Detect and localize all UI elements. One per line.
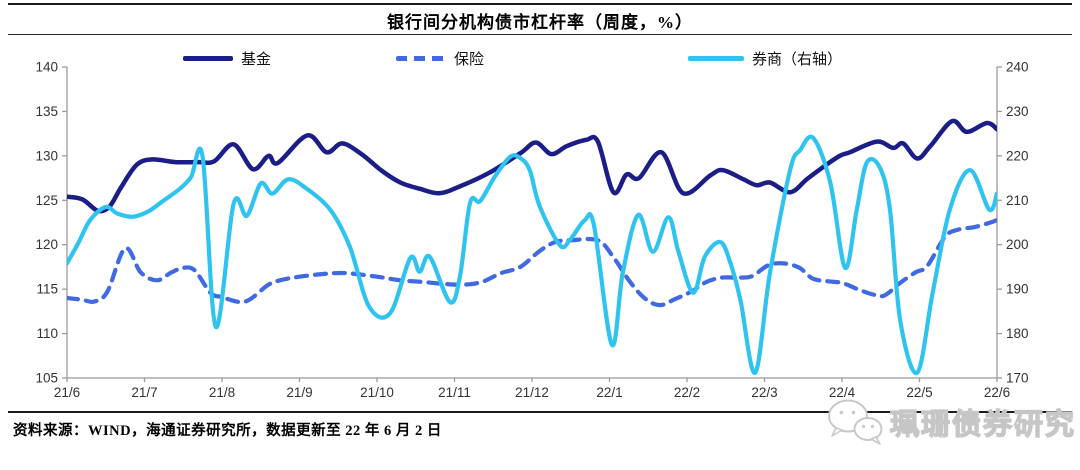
legend-item-insurance: 保险 xyxy=(396,47,484,69)
source-note: 资料来源：WIND，海通证券研究所，数据更新至 22 年 6 月 2 日 xyxy=(13,423,442,439)
legend-label-insurance: 保险 xyxy=(454,51,485,68)
wechat-icon xyxy=(827,399,883,445)
x-tick-label: 21/10 xyxy=(360,385,394,400)
right-axis-labels: 240 230 220 210 200 190 180 170 xyxy=(997,60,1029,386)
bottom-divider xyxy=(8,411,1072,413)
legend-swatch-insurance xyxy=(396,55,446,61)
right-tick-label: 220 xyxy=(1006,148,1029,163)
right-tick-label: 230 xyxy=(1006,104,1029,119)
left-tick-label: 125 xyxy=(35,193,58,208)
legend-label-securities: 券商（右轴） xyxy=(752,51,843,68)
watermark-text: 珮珊债券研究 xyxy=(889,408,1076,441)
x-tick-label: 21/11 xyxy=(438,385,471,400)
right-tick-label: 170 xyxy=(1006,371,1029,386)
right-tick-label: 190 xyxy=(1006,282,1029,297)
x-tick-label: 22/2 xyxy=(674,385,700,400)
x-tick-label: 21/9 xyxy=(286,385,312,400)
left-tick-label: 110 xyxy=(36,326,58,341)
title-divider xyxy=(8,34,1072,35)
watermark: 珮珊债券研究 xyxy=(824,396,1076,448)
series-group xyxy=(67,118,997,376)
right-tick-label: 180 xyxy=(1006,326,1029,341)
chart-title: 银行间分机构债市杠杆率（周度，%） xyxy=(387,13,693,32)
legend-item-securities: 券商（右轴） xyxy=(688,47,842,69)
x-tick-label: 21/12 xyxy=(515,385,549,400)
legend-label-fund: 基金 xyxy=(241,51,272,68)
legend-swatch-fund xyxy=(183,55,233,61)
right-tick-label: 200 xyxy=(1006,237,1029,252)
left-tick-label: 105 xyxy=(35,371,58,386)
x-axis-labels: 21/6 21/7 21/8 21/9 21/10 21/11 21/12 22/1 22/2 2… xyxy=(54,378,1010,400)
right-tick-label: 240 xyxy=(1006,60,1029,75)
right-tick-label: 210 xyxy=(1006,193,1029,208)
chart-legend: 基金 保险 券商（右轴） xyxy=(0,47,1080,69)
left-axis-labels: 140 135 130 125 120 115 110 105 xyxy=(35,60,67,386)
x-tick-label: 21/6 xyxy=(54,385,80,400)
left-tick-label: 135 xyxy=(35,104,58,119)
x-tick-label: 21/7 xyxy=(131,385,157,400)
series-line-securities xyxy=(67,134,997,376)
legend-item-fund: 基金 xyxy=(183,47,271,69)
x-tick-label: 22/4 xyxy=(829,385,856,400)
left-tick-label: 130 xyxy=(35,148,58,163)
x-tick-label: 21/8 xyxy=(209,385,235,400)
legend-swatch-securities xyxy=(688,55,744,61)
x-tick-label: 22/6 xyxy=(984,385,1010,400)
top-divider xyxy=(8,3,1072,5)
series-line-fund xyxy=(67,118,997,214)
x-tick-label: 22/1 xyxy=(596,385,622,400)
left-tick-label: 140 xyxy=(35,60,58,75)
left-tick-label: 115 xyxy=(36,282,58,297)
x-tick-label: 22/5 xyxy=(906,385,932,400)
left-tick-label: 120 xyxy=(35,237,58,252)
x-tick-label: 22/3 xyxy=(751,385,777,400)
